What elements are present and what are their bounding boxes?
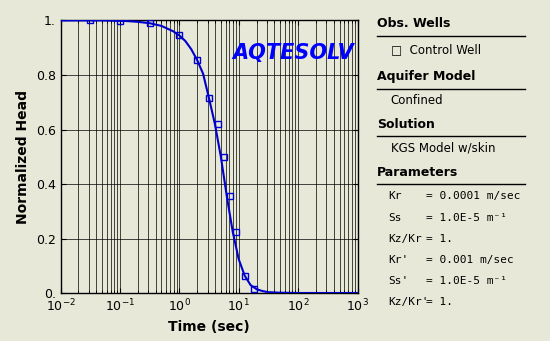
Text: □  Control Well: □ Control Well bbox=[390, 43, 481, 56]
Text: Solution: Solution bbox=[377, 118, 435, 131]
Text: Kz/Kr: Kz/Kr bbox=[388, 234, 421, 244]
Text: KGS Model w/skin: KGS Model w/skin bbox=[390, 142, 495, 155]
Text: Aquifer Model: Aquifer Model bbox=[377, 70, 475, 83]
Y-axis label: Normalized Head: Normalized Head bbox=[16, 90, 30, 224]
Text: = 1.0E-5 m⁻¹: = 1.0E-5 m⁻¹ bbox=[426, 213, 507, 223]
Text: = 1.: = 1. bbox=[426, 297, 453, 307]
Text: Obs. Wells: Obs. Wells bbox=[377, 17, 450, 30]
Text: Ss': Ss' bbox=[388, 276, 408, 286]
Text: = 1.0E-5 m⁻¹: = 1.0E-5 m⁻¹ bbox=[426, 276, 507, 286]
Text: Kz/Kr': Kz/Kr' bbox=[388, 297, 428, 307]
X-axis label: Time (sec): Time (sec) bbox=[168, 320, 250, 334]
Text: Confined: Confined bbox=[390, 94, 443, 107]
Text: Parameters: Parameters bbox=[377, 166, 458, 179]
Text: Ss: Ss bbox=[388, 213, 402, 223]
Text: = 0.001 m/sec: = 0.001 m/sec bbox=[426, 255, 514, 265]
Text: = 1.: = 1. bbox=[426, 234, 453, 244]
Text: Kr: Kr bbox=[388, 192, 402, 202]
Text: AQTESOLV: AQTESOLV bbox=[233, 43, 354, 63]
Text: = 0.0001 m/sec: = 0.0001 m/sec bbox=[426, 192, 521, 202]
Text: Kr': Kr' bbox=[388, 255, 408, 265]
